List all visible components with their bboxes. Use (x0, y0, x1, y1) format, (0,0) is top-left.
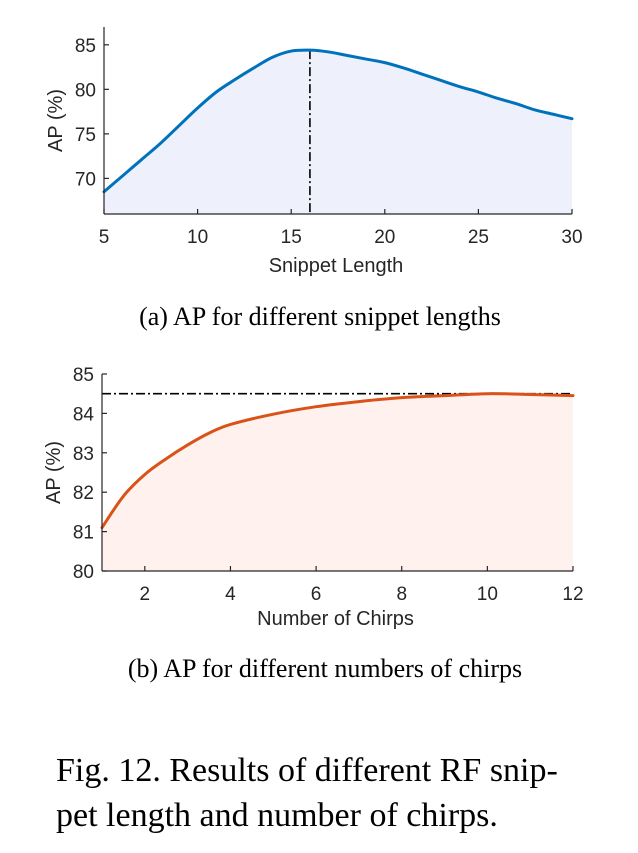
x-tick-label: 2 (140, 584, 151, 605)
x-tick-label: 4 (225, 584, 236, 605)
y-tick-label: 70 (75, 169, 96, 190)
subfigure-caption-b: (b) AP for different numbers of chirps (128, 654, 522, 683)
y-axis-label: AP (%) (45, 89, 67, 152)
y-tick-label: 81 (73, 523, 94, 544)
area-fill (102, 393, 573, 571)
y-tick-label: 75 (75, 125, 96, 146)
x-tick-label: 10 (187, 227, 208, 248)
series-line (102, 48, 574, 194)
x-tick-label: 30 (561, 227, 582, 248)
y-tick-label: 83 (73, 444, 94, 465)
x-tick-label: 12 (562, 584, 583, 605)
x-tick-label: 15 (281, 227, 302, 248)
y-tick-label: 85 (73, 365, 94, 386)
x-tick-label: 25 (468, 227, 489, 248)
x-axis-label: Number of Chirps (257, 608, 414, 630)
x-axis-label: Snippet Length (269, 255, 404, 277)
x-tick-label: 8 (396, 584, 407, 605)
x-tick-label: 20 (374, 227, 395, 248)
y-tick-label: 85 (75, 36, 96, 57)
subfigure-caption-a: (a) AP for different snippet lengths (139, 302, 501, 331)
figure-caption-line-1: Fig. 12. Results of different RF snip- (56, 752, 558, 789)
x-tick-label: 10 (477, 584, 498, 605)
y-tick-label: 82 (73, 483, 94, 504)
y-axis-label: AP (%) (43, 441, 65, 504)
chart-number-of-chirps: 2 4 6 8 10 12 80 81 82 83 84 85 Number of Chirps AP (… (43, 365, 584, 630)
x-tick-label: 6 (311, 584, 322, 605)
area-fill (104, 50, 572, 215)
chart-snippet-length: 5 10 15 20 25 30 70 75 80 85 Snippet Length AP (%) (45, 27, 583, 277)
series-line (100, 392, 575, 530)
x-tick-label: 5 (99, 227, 110, 248)
y-tick-label: 80 (73, 562, 94, 583)
y-tick-label: 84 (73, 404, 95, 425)
y-tick-label: 80 (75, 80, 96, 101)
figure-caption-line-2: pet length and number of chirps. (56, 797, 498, 834)
